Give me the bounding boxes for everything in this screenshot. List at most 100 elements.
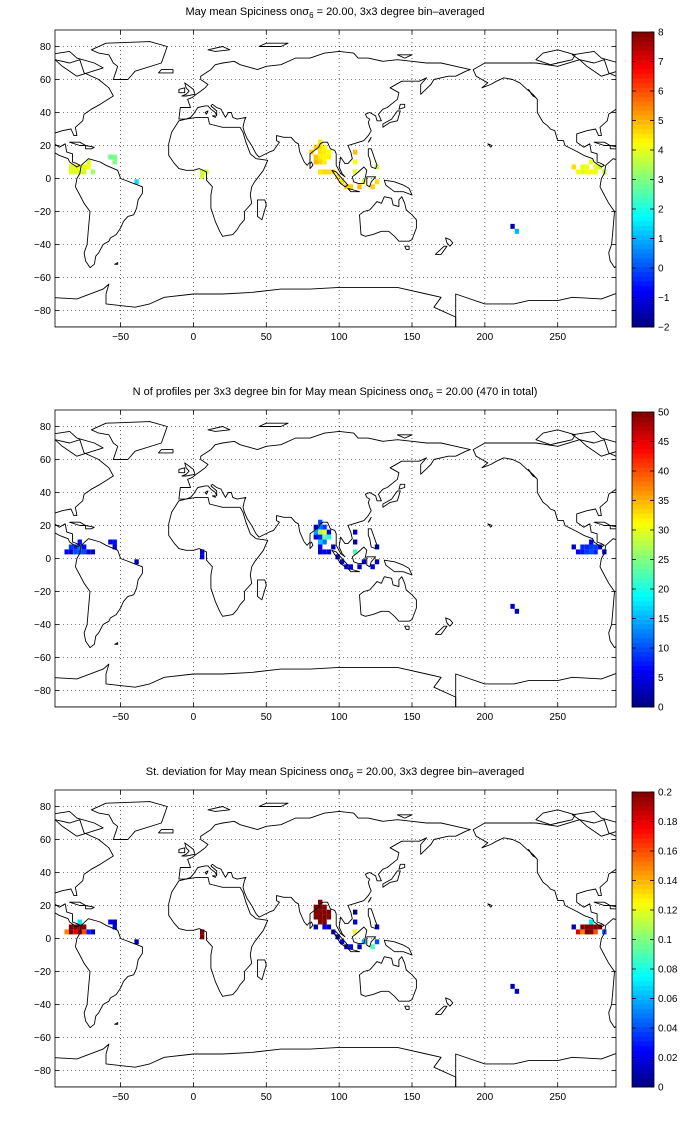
data-bin (86, 929, 91, 935)
coastline (383, 939, 413, 956)
colorbar-swatch (632, 1068, 654, 1074)
data-bin (589, 919, 594, 925)
colorbar-swatch (632, 990, 654, 996)
colorbar-swatch (632, 253, 654, 259)
colorbar-swatch (632, 230, 654, 236)
colorbar-swatch (632, 1063, 654, 1069)
x-tick-label: 100 (331, 1092, 348, 1103)
colorbar-swatch (632, 110, 654, 116)
colorbar-swatch (632, 856, 654, 862)
colorbar-swatch (632, 225, 654, 231)
data-bin (339, 559, 345, 565)
colorbar-tick-label: 30 (658, 526, 670, 537)
colorbar-swatch (632, 971, 654, 977)
axis-ticks: −50 0 50 100 150 200 250 −80 −60 −40 −20 0 20 40 60 80 (34, 790, 616, 1103)
coastline (309, 921, 314, 930)
colorbar-swatch (632, 1045, 654, 1051)
colorbar-swatch (632, 824, 654, 830)
data-bin (514, 988, 520, 994)
colorbar-tick-label: 35 (658, 496, 670, 507)
coastline (4, 89, 11, 97)
chart-title: N of profiles per 3x3 degree bin for May… (132, 386, 538, 401)
data-bin (322, 924, 327, 930)
data-bin (90, 169, 96, 175)
colorbar-tick-label: −1 (658, 293, 670, 304)
coastline (683, 830, 696, 833)
colorbar-swatch (632, 45, 654, 51)
y-tick-label: 80 (40, 42, 52, 53)
data-bin (593, 164, 598, 170)
grid-layer (55, 410, 616, 707)
colorbar-swatch (632, 114, 654, 120)
colorbar-swatch (632, 453, 654, 459)
data-bin (584, 929, 590, 935)
data-bin (199, 929, 205, 935)
colorbar-swatch (632, 815, 654, 821)
colorbar-swatch (632, 614, 654, 620)
coastline (69, 521, 87, 526)
coastline (528, 88, 537, 99)
colorbar-swatch (632, 554, 654, 560)
coastline (535, 809, 576, 826)
data-bin (81, 924, 87, 930)
colorbar-swatch (632, 693, 654, 699)
data-bin (374, 179, 380, 185)
x-tick-label: 200 (477, 332, 494, 343)
data-bin (344, 944, 349, 950)
data-bin (73, 544, 78, 550)
colorbar-swatch (632, 907, 654, 913)
data-bin (318, 899, 323, 905)
data-bin (318, 914, 323, 920)
data-bin (374, 924, 380, 930)
coastline (359, 576, 417, 622)
coastline (609, 905, 616, 910)
coastline (434, 1005, 448, 1015)
colorbar: −2 −1 0 1 2 3 4 5 6 7 8 (631, 28, 670, 334)
y-tick-label: −20 (34, 967, 51, 978)
axis-ticks: −50 0 50 100 150 200 250 −80 −60 −40 −20 0 20 40 60 80 (34, 410, 616, 723)
colorbar-swatch (632, 939, 654, 945)
colorbar-swatch (632, 444, 654, 450)
colorbar-swatch (632, 1040, 654, 1046)
colorbar-swatch (632, 280, 654, 286)
data-bin (68, 169, 74, 175)
data-bin (318, 539, 323, 545)
colorbar-swatch (632, 810, 654, 816)
coastline (347, 567, 360, 573)
coastline (351, 926, 368, 944)
colorbar-swatch (632, 476, 654, 482)
colorbar-swatch (632, 499, 654, 505)
coastline (445, 617, 454, 627)
colorbar-swatch (632, 596, 654, 602)
colorbar-swatch (632, 633, 654, 639)
colorbar-tick-label: 15 (658, 614, 670, 625)
coastline (383, 179, 413, 196)
coastline (359, 956, 417, 1002)
coastline (181, 462, 196, 477)
colorbar-swatch (632, 128, 654, 134)
data-bin (514, 228, 520, 234)
data-bin (77, 919, 82, 925)
data-bin (326, 169, 332, 175)
coastline (367, 896, 372, 903)
coastline (211, 875, 216, 878)
data-bin (335, 934, 340, 940)
colorbar-swatch (632, 976, 654, 982)
data-bin (344, 564, 349, 570)
data-bin (313, 924, 319, 930)
y-tick-label: −40 (34, 1000, 51, 1011)
colorbar-swatch (632, 285, 654, 291)
data-bin (322, 529, 327, 535)
colorbar-swatch (632, 948, 654, 954)
data-bin (318, 139, 323, 145)
data-bin (90, 549, 96, 555)
data-bin (64, 929, 69, 935)
colorbar-swatch (632, 1004, 654, 1010)
data-bin (77, 544, 82, 550)
coastline (178, 847, 186, 854)
data-bin (510, 983, 515, 989)
colorbar-swatch (632, 151, 654, 157)
colorbar-swatch (632, 73, 654, 79)
coastline (74, 158, 143, 269)
colorbar-swatch (632, 1031, 654, 1037)
